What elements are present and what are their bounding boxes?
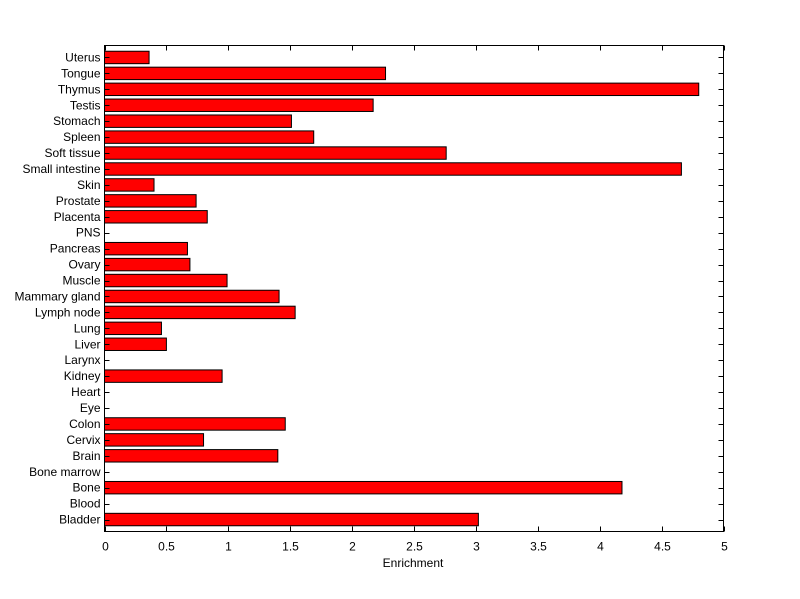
- category-label-uterus: Uterus: [65, 50, 100, 64]
- category-label-pancreas: Pancreas: [50, 242, 101, 256]
- x-tick-label: 1.5: [282, 540, 299, 554]
- x-tick-label: 1: [225, 540, 232, 554]
- bars-group: [104, 50, 700, 527]
- category-label-muscle: Muscle: [62, 274, 100, 288]
- category-label-pns: PNS: [76, 226, 101, 240]
- bar-ovary: [104, 257, 191, 272]
- category-label-blood: Blood: [70, 497, 101, 511]
- x-tick-labels: 0 0.5 1 1.5 2 2.5 3 3.5 4 4.5 5: [102, 540, 728, 554]
- category-labels: Uterus Tongue Thymus Testis Stomach Spleen Sof…: [14, 50, 101, 526]
- category-label-placenta: Placenta: [54, 210, 101, 224]
- bar-brain: [104, 449, 279, 463]
- category-label-brain: Brain: [72, 449, 100, 463]
- bar-colon: [104, 417, 286, 431]
- plot-frame: [104, 45, 724, 532]
- category-label-skin: Skin: [77, 178, 100, 192]
- category-label-bone-marrow: Bone marrow: [29, 465, 101, 479]
- bar-kidney: [104, 369, 223, 383]
- category-label-small-intestine: Small intestine: [22, 162, 100, 176]
- bar-muscle: [104, 273, 228, 288]
- bar-cervix: [104, 433, 205, 447]
- bar-spleen: [104, 130, 315, 144]
- bar-uterus: [104, 50, 150, 65]
- bar-soft-tissue: [104, 146, 447, 160]
- x-axis-label: Enrichment: [383, 556, 444, 570]
- x-tick-label: 5: [721, 540, 728, 554]
- category-label-stomach: Stomach: [53, 114, 100, 128]
- category-label-soft-tissue: Soft tissue: [44, 146, 100, 160]
- category-label-lung: Lung: [74, 321, 101, 335]
- bar-thymus: [104, 82, 700, 97]
- bar-tongue: [104, 66, 387, 81]
- category-label-bladder: Bladder: [59, 513, 100, 527]
- category-label-tongue: Tongue: [61, 66, 101, 80]
- category-label-spleen: Spleen: [63, 130, 100, 144]
- bar-stomach: [104, 114, 292, 128]
- category-label-mammary-gland: Mammary gland: [14, 289, 100, 303]
- bar-skin: [104, 178, 155, 192]
- ticks-group: [104, 45, 725, 532]
- category-label-lymph-node: Lymph node: [35, 305, 101, 319]
- category-label-testis: Testis: [70, 98, 101, 112]
- category-label-thymus: Thymus: [58, 82, 101, 96]
- bar-testis: [104, 98, 374, 112]
- bar-bladder: [104, 512, 479, 527]
- category-label-liver: Liver: [74, 337, 100, 351]
- x-tick-label: 0: [102, 540, 109, 554]
- x-tick-label: 4: [597, 540, 604, 554]
- x-tick-label: 3.5: [530, 540, 547, 554]
- category-label-cervix: Cervix: [66, 433, 100, 447]
- category-label-ovary: Ovary: [68, 258, 100, 272]
- category-label-kidney: Kidney: [64, 369, 101, 383]
- x-tick-label: 2: [349, 540, 356, 554]
- bar-lymph-node: [104, 305, 296, 320]
- bar-mammary-gland: [104, 289, 280, 304]
- x-tick-label: 4.5: [654, 540, 671, 554]
- bar-prostate: [104, 194, 197, 208]
- bar-pancreas: [104, 241, 188, 256]
- bar-small-intestine: [104, 162, 682, 176]
- category-label-bone: Bone: [72, 481, 100, 495]
- category-label-larynx: Larynx: [64, 353, 100, 367]
- x-tick-label: 0.5: [158, 540, 175, 554]
- x-tick-label: 3: [473, 540, 480, 554]
- bar-bone: [104, 480, 623, 495]
- category-label-heart: Heart: [71, 385, 101, 399]
- bar-placenta: [104, 210, 208, 224]
- category-label-colon: Colon: [69, 417, 100, 431]
- x-tick-label: 2.5: [406, 540, 423, 554]
- bar-lung: [104, 321, 162, 336]
- category-label-prostate: Prostate: [56, 194, 101, 208]
- category-label-eye: Eye: [80, 401, 101, 415]
- bar-liver: [104, 337, 167, 351]
